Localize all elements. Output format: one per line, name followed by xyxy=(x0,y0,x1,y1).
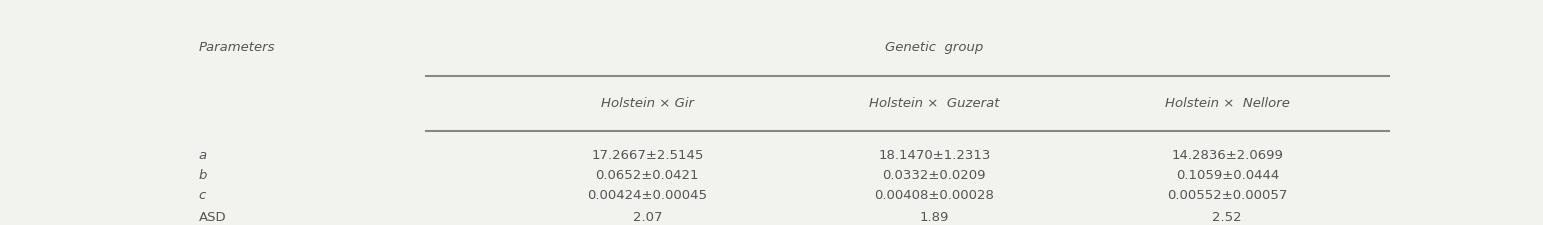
Text: Parameters: Parameters xyxy=(199,41,275,54)
Text: Holstein ×  Guzerat: Holstein × Guzerat xyxy=(869,97,1000,110)
Text: 0.00552±0.00057: 0.00552±0.00057 xyxy=(1167,189,1287,202)
Text: 0.0652±0.0421: 0.0652±0.0421 xyxy=(596,169,699,182)
Text: a: a xyxy=(199,149,207,162)
Text: 1.89: 1.89 xyxy=(920,211,949,224)
Text: 0.00408±0.00028: 0.00408±0.00028 xyxy=(875,189,994,202)
Text: Holstein × Gir: Holstein × Gir xyxy=(600,97,694,110)
Text: Genetic  group: Genetic group xyxy=(886,41,983,54)
Text: Holstein ×  Nellore: Holstein × Nellore xyxy=(1165,97,1290,110)
Text: ASD: ASD xyxy=(199,211,227,224)
Text: 17.2667±2.5145: 17.2667±2.5145 xyxy=(591,149,704,162)
Text: c: c xyxy=(199,189,207,202)
Text: b: b xyxy=(199,169,207,182)
Text: 0.1059±0.0444: 0.1059±0.0444 xyxy=(1176,169,1279,182)
Text: 18.1470±1.2313: 18.1470±1.2313 xyxy=(878,149,991,162)
Text: 2.07: 2.07 xyxy=(633,211,662,224)
Text: 14.2836±2.0699: 14.2836±2.0699 xyxy=(1171,149,1284,162)
Text: 0.00424±0.00045: 0.00424±0.00045 xyxy=(588,189,707,202)
Text: 2.52: 2.52 xyxy=(1213,211,1242,224)
Text: 0.0332±0.0209: 0.0332±0.0209 xyxy=(883,169,986,182)
